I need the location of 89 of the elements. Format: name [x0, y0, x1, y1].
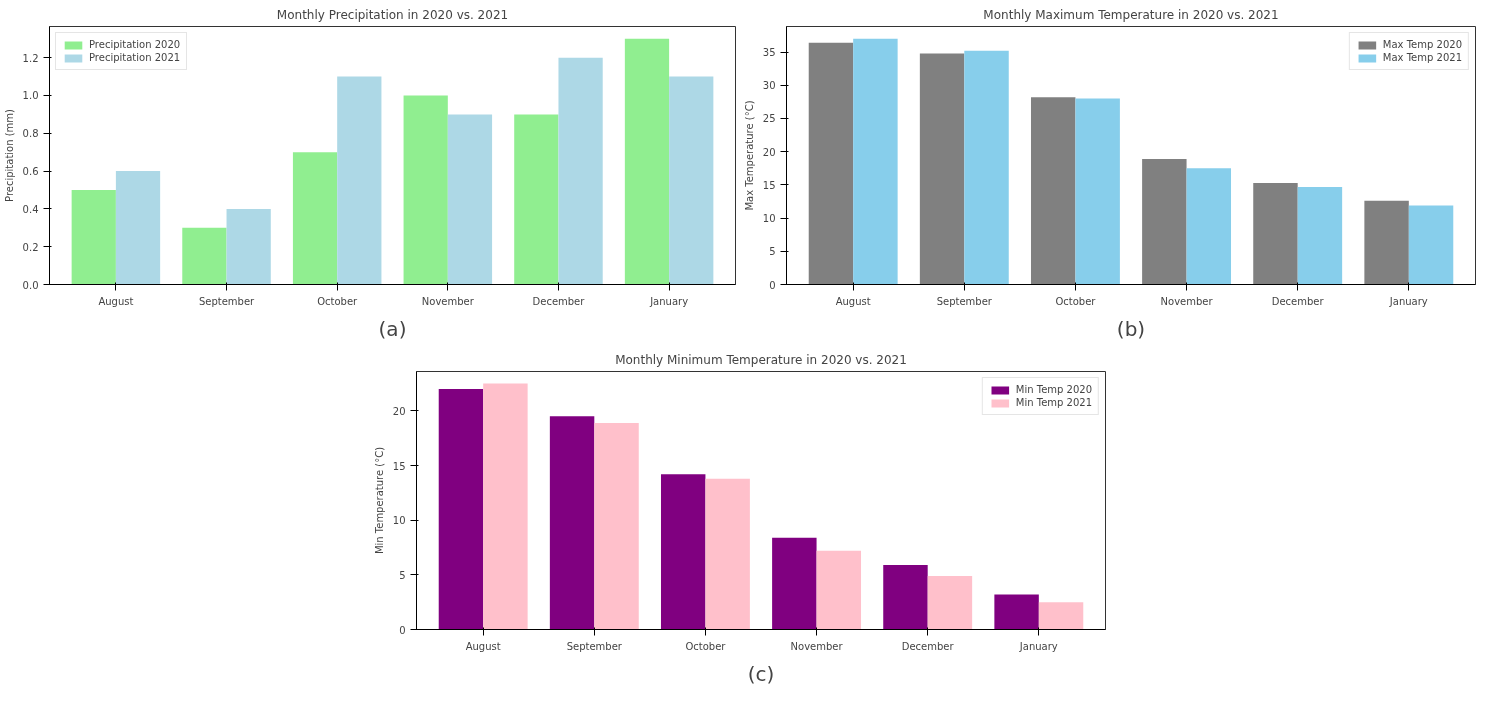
x-tick-label: October [317, 295, 359, 307]
bar [919, 53, 965, 285]
y-tick-label: 0 [769, 279, 776, 291]
x-tick-label: December [532, 295, 586, 307]
bar [447, 114, 493, 285]
text: (b) [1116, 316, 1146, 341]
bar [71, 189, 116, 285]
y-tick-label: 0.4 [22, 203, 39, 215]
x-tick-label: December [901, 640, 955, 652]
y-axis-title: Precipitation (mm) [3, 108, 15, 202]
bar [994, 594, 1039, 630]
bar [115, 171, 161, 285]
bar [182, 227, 227, 285]
x-tick-label: September [566, 640, 623, 652]
y-tick-label: 5 [399, 569, 406, 581]
legend-label: Precipitation 2020 [89, 39, 181, 50]
bar [927, 575, 973, 630]
x-tick-label: August [835, 295, 871, 307]
bar [660, 474, 706, 630]
bar [558, 57, 603, 285]
x-tick-label: October [1055, 295, 1097, 307]
x-tick-label: October [685, 640, 727, 652]
y-tick-label: 10 [762, 213, 776, 225]
text: (c) [747, 661, 775, 686]
x-tick-label: August [465, 640, 501, 652]
bar [549, 416, 595, 630]
bar [624, 38, 670, 285]
bar [816, 550, 862, 630]
x-tick-label: November [1160, 295, 1214, 307]
bar [772, 537, 817, 630]
bar [483, 383, 528, 630]
y-tick-label: 15 [762, 179, 776, 191]
chart-title: Monthly Precipitation in 2020 vs. 2021 [276, 7, 509, 22]
y-tick-label: 0.2 [22, 241, 39, 253]
legend-label: Min Temp 2020 [1015, 384, 1092, 395]
bar [514, 114, 559, 285]
bar [808, 42, 854, 285]
y-tick-label: 20 [392, 405, 406, 417]
y-tick-label: 20 [762, 146, 776, 158]
bar [1297, 186, 1343, 285]
bar [226, 208, 271, 285]
bar [594, 422, 639, 630]
y-axis-title: Max Temperature (°C) [743, 100, 755, 211]
legend-label: Max Temp 2021 [1382, 52, 1462, 63]
chart-title: Monthly Minimum Temperature in 2020 vs. 2021 [615, 352, 907, 367]
x-tick-label: January [1018, 640, 1058, 652]
bar [1142, 158, 1187, 285]
x-tick-label: September [198, 295, 256, 307]
y-tick-label: 30 [762, 80, 776, 92]
y-tick-label: 1.0 [22, 90, 39, 102]
legend-label: Max Temp 2020 [1382, 39, 1462, 50]
y-tick-label: 15 [392, 460, 406, 472]
bar [1408, 205, 1454, 285]
bar [1253, 182, 1298, 285]
bar [1364, 200, 1409, 285]
y-tick-label: 10 [392, 515, 406, 527]
y-tick-label: 5 [769, 246, 776, 258]
y-tick-label: 0.8 [22, 128, 39, 140]
legend-label: Min Temp 2021 [1015, 397, 1092, 408]
y-tick-label: 25 [762, 113, 776, 125]
x-tick-label: August [98, 295, 134, 307]
bar [292, 152, 338, 285]
bar [1075, 98, 1120, 285]
x-tick-label: December [1271, 295, 1325, 307]
y-axis-title: Min Temperature (°C) [373, 446, 385, 555]
y-tick-label: 35 [762, 47, 776, 59]
bar [438, 388, 484, 630]
chart-title: Monthly Maximum Temperature in 2020 vs. 2021 [983, 7, 1279, 22]
bar [1186, 168, 1232, 285]
x-tick-label: January [1388, 295, 1428, 307]
x-tick-label: November [790, 640, 844, 652]
bar [883, 565, 928, 630]
y-tick-label: 0.6 [22, 166, 39, 178]
bar [669, 76, 714, 285]
bar [403, 95, 448, 285]
y-tick-label: 1.2 [22, 52, 39, 64]
bar [1038, 602, 1084, 630]
legend-label: Precipitation 2021 [89, 52, 181, 63]
y-tick-label: 0 [399, 624, 406, 636]
x-tick-label: September [936, 295, 993, 307]
x-tick-label: November [421, 295, 475, 307]
x-tick-label: January [649, 295, 689, 307]
bar [337, 76, 382, 285]
text: (a) [378, 316, 407, 341]
bar [705, 478, 750, 630]
y-tick-label: 0.0 [22, 279, 39, 291]
bar [1030, 97, 1076, 285]
bar [964, 50, 1009, 285]
bar [853, 38, 898, 285]
